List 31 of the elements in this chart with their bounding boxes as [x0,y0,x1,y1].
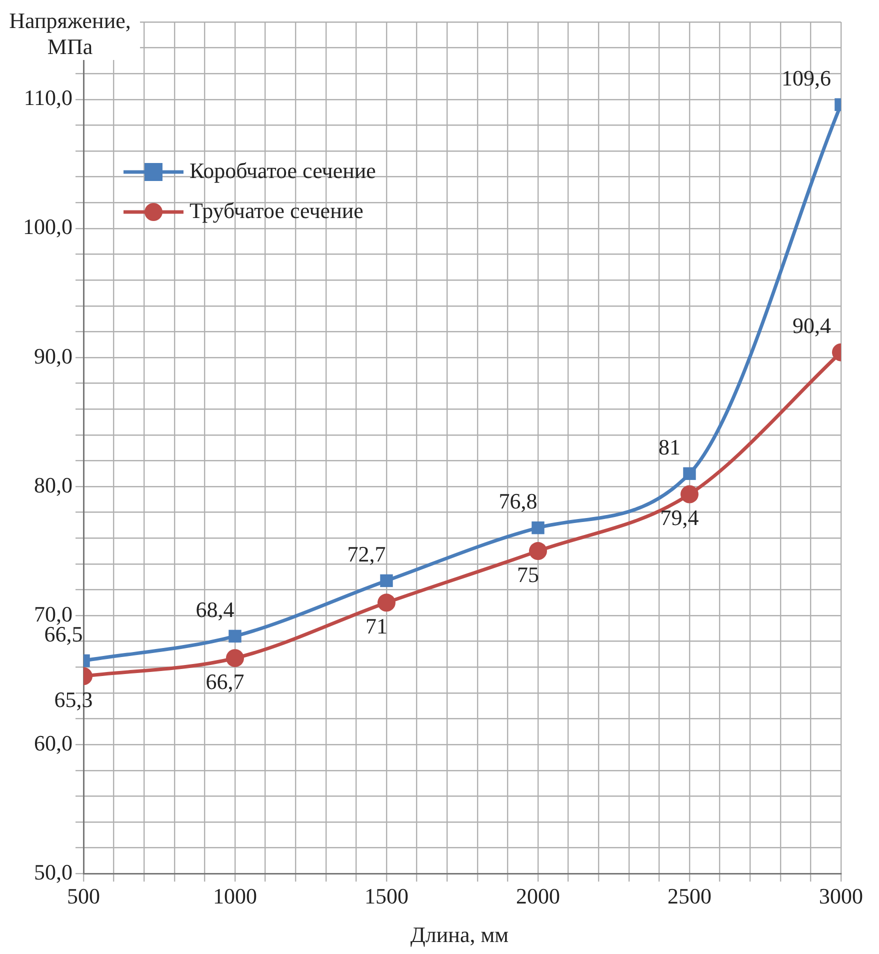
data-label: 76,8 [498,488,538,514]
data-label: 81 [658,434,680,460]
point [380,574,393,588]
legend-label: Трубчатое сечение [190,198,364,223]
y-tick-label: 100,0 [23,214,72,240]
y-tick-label: 60,0 [34,730,72,756]
data-label: 72,7 [347,541,386,566]
legend-label: Коробчатое сечение [190,158,376,183]
x-tick-label: 1000 [213,884,257,909]
y-tick-label: 70,0 [34,601,72,626]
y-axis-title: Напряжение, МПа [0,8,140,60]
point [378,594,396,612]
data-label: 71 [366,613,388,638]
y-tick-label: 50,0 [34,859,72,884]
x-tick-label: 500 [67,884,100,909]
data-label: 109,6 [782,65,831,90]
data-label: 75 [517,562,539,587]
data-label: 90,4 [792,313,831,338]
y-tick-label: 80,0 [34,472,72,498]
x-tick-label: 2500 [668,884,712,909]
y-tick-label: 110,0 [24,85,72,110]
point [529,542,547,560]
x-axis-title: Длина, мм [409,922,510,948]
data-label: 66,7 [206,668,244,694]
data-label: 68,4 [196,596,234,622]
x-tick-label: 3000 [819,884,863,909]
x-tick-label: 1500 [364,884,408,909]
data-label: 79,4 [660,505,699,530]
point [532,521,544,534]
y-tick-label: 90,0 [34,343,72,368]
x-tick-label: 2000 [516,884,560,909]
